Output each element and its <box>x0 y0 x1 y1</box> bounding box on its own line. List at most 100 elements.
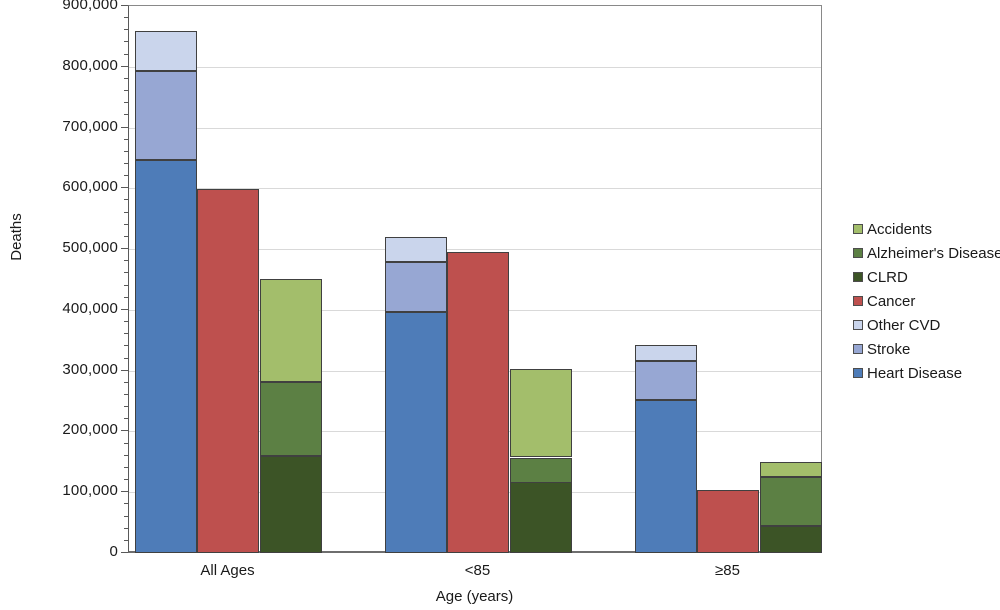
y-tick-label: 0 <box>109 543 118 560</box>
y-major-tick <box>121 552 128 553</box>
y-minor-tick <box>124 260 128 262</box>
bar-segment-other-cvd-85 <box>385 237 447 262</box>
y-minor-tick <box>124 272 128 274</box>
y-major-tick <box>121 308 128 310</box>
y-minor-tick <box>124 199 128 201</box>
legend-label: Accidents <box>867 220 933 238</box>
legend-swatch-heart-disease <box>853 368 863 378</box>
bar-segment-clrd-85 <box>760 526 822 553</box>
y-minor-tick <box>124 321 128 323</box>
y-minor-tick <box>124 406 128 408</box>
legend-label: Stroke <box>867 340 911 358</box>
y-minor-tick <box>124 515 128 517</box>
y-minor-tick <box>124 454 128 456</box>
y-axis-title: Deaths <box>8 213 25 261</box>
y-minor-tick <box>124 150 128 152</box>
y-tick-label: 800,000 <box>62 56 118 74</box>
y-major-tick <box>121 491 128 493</box>
bar-segment-heart-disease-85 <box>635 400 697 553</box>
y-minor-tick <box>124 163 128 165</box>
y-minor-tick <box>124 442 128 444</box>
y-major-tick <box>121 369 128 371</box>
bar-segment-heart-disease-85 <box>385 312 447 553</box>
bar-segment-other-cvd-all-ages <box>135 31 197 71</box>
bar-segment-alzheimer-s-disease-all-ages <box>260 382 322 456</box>
bar-segment-heart-disease-all-ages <box>135 160 197 553</box>
y-minor-tick <box>124 223 128 225</box>
y-tick-label: 300,000 <box>62 360 118 378</box>
y-minor-tick <box>124 284 128 286</box>
gridline <box>129 188 821 190</box>
y-minor-tick <box>124 333 128 335</box>
y-major-tick <box>121 65 128 67</box>
y-minor-tick <box>124 114 128 116</box>
legend-item-accidents: Accidents <box>853 217 1000 241</box>
y-minor-tick <box>124 466 128 468</box>
y-major-tick <box>121 187 128 189</box>
legend-label: Cancer <box>867 292 916 310</box>
legend-label: CLRD <box>867 268 908 286</box>
bar-segment-other-cvd-85 <box>635 345 697 361</box>
legend-swatch-alzheimer-s-disease <box>853 248 863 258</box>
legend-item-heart-disease: Heart Disease <box>853 361 1000 385</box>
y-minor-tick <box>124 296 128 298</box>
legend: Accidents Alzheimer's Disease CLRD Cancer Ot… <box>853 217 1000 385</box>
bar-segment-alzheimer-s-disease-85 <box>760 477 822 526</box>
y-minor-tick <box>124 539 128 541</box>
y-major-tick <box>121 430 128 432</box>
y-minor-tick <box>124 41 128 43</box>
bar-segment-accidents-all-ages <box>260 279 322 382</box>
y-minor-tick <box>124 77 128 79</box>
y-tick-label: 400,000 <box>62 299 118 317</box>
gridline <box>129 66 821 68</box>
legend-label: Alzheimer's Disease <box>867 244 1000 262</box>
x-category-label: All Ages <box>200 562 255 579</box>
legend-label: Heart Disease <box>867 364 963 382</box>
y-major-tick <box>121 126 128 128</box>
y-tick-label: 600,000 <box>62 178 118 196</box>
gridline <box>129 249 821 251</box>
bar-segment-stroke-85 <box>385 262 447 312</box>
bar-segment-clrd-all-ages <box>260 456 322 553</box>
y-minor-tick <box>124 418 128 420</box>
y-minor-tick <box>124 527 128 529</box>
y-minor-tick <box>124 138 128 140</box>
legend-item-other-cvd: Other CVD <box>853 313 1000 337</box>
bar-segment-accidents-85 <box>760 462 822 477</box>
y-tick-label: 500,000 <box>62 239 118 257</box>
legend-swatch-other-cvd <box>853 320 863 330</box>
gridline <box>129 127 821 129</box>
legend-swatch-accidents <box>853 224 863 234</box>
y-minor-tick <box>124 503 128 505</box>
y-minor-tick <box>124 53 128 55</box>
plot-area <box>128 5 822 553</box>
legend-item-cancer: Cancer <box>853 289 1000 313</box>
y-tick-label: 700,000 <box>62 117 118 135</box>
y-minor-tick <box>124 29 128 31</box>
legend-swatch-stroke <box>853 344 863 354</box>
bar-segment-stroke-85 <box>635 361 697 400</box>
y-tick-label: 100,000 <box>62 482 118 500</box>
legend-item-clrd: CLRD <box>853 265 1000 289</box>
y-major-tick <box>121 5 128 6</box>
y-tick-label: 200,000 <box>62 421 118 439</box>
legend-label: Other CVD <box>867 316 941 334</box>
y-minor-tick <box>124 235 128 237</box>
bar-segment-stroke-all-ages <box>135 71 197 160</box>
y-minor-tick <box>124 211 128 213</box>
y-minor-tick <box>124 90 128 92</box>
y-minor-tick <box>124 17 128 19</box>
legend-swatch-clrd <box>853 272 863 282</box>
legend-item-stroke: Stroke <box>853 337 1000 361</box>
y-minor-tick <box>124 175 128 177</box>
x-axis-title: Age (years) <box>435 588 514 605</box>
y-tick-label: 900,000 <box>62 0 118 13</box>
y-minor-tick <box>124 357 128 359</box>
x-category-label: <85 <box>464 562 491 579</box>
y-minor-tick <box>124 381 128 383</box>
bar-segment-cancer-85 <box>447 252 509 553</box>
y-minor-tick <box>124 345 128 347</box>
bar-segment-clrd-85 <box>510 482 572 553</box>
y-minor-tick <box>124 102 128 104</box>
